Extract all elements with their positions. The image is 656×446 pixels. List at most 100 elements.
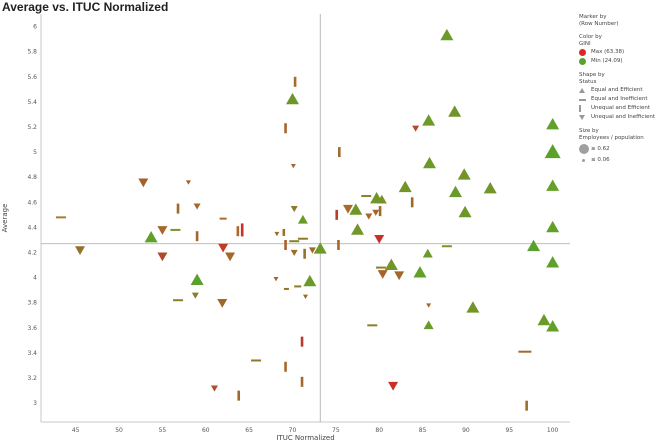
data-point-horizontal-bar[interactable] [219,217,227,220]
data-point-triangle-down[interactable] [75,246,86,256]
data-point-horizontal-bar[interactable] [441,245,452,248]
data-point-horizontal-bar[interactable] [294,285,302,288]
data-point-vertical-bar[interactable] [282,228,286,236]
data-point-triangle-down[interactable] [210,385,218,392]
data-point-triangle-up[interactable] [351,223,365,235]
data-point-triangle-up[interactable] [483,181,497,194]
data-point-triangle-down[interactable] [374,234,385,244]
data-point-triangle-up[interactable] [440,28,454,41]
data-point-triangle-down[interactable] [218,243,229,253]
data-point-vertical-bar[interactable] [176,203,180,214]
data-point-vertical-bar[interactable] [284,239,287,250]
data-point-triangle-down[interactable] [273,277,279,282]
y-tick-label: 3.6 [27,325,37,332]
legend-shape-item-unequal-efficient[interactable]: Unequal and Efficient [579,104,655,113]
data-point-triangle-up[interactable] [398,180,412,193]
data-point-triangle-down[interactable] [377,270,388,279]
data-point-vertical-bar[interactable] [410,197,414,208]
data-point-triangle-down[interactable] [185,180,191,185]
data-point-horizontal-bar[interactable] [170,228,181,231]
data-point-triangle-down[interactable] [191,292,199,299]
legend-shape-item-unequal-inefficient[interactable]: Unequal and Inefficient [579,113,655,122]
legend-color-min[interactable]: Min (24.09) [579,57,655,66]
data-point-triangle-up[interactable] [303,274,317,287]
data-point-triangle-down[interactable] [365,213,373,220]
data-point-triangle-up[interactable] [546,179,560,191]
data-point-vertical-bar[interactable] [337,239,340,250]
data-point-triangle-down[interactable] [426,303,432,308]
data-point-triangle-up[interactable] [457,168,471,180]
data-point-horizontal-bar[interactable] [518,350,532,353]
data-point-triangle-down[interactable] [394,271,405,281]
data-point-triangle-up[interactable] [546,256,560,268]
data-point-triangle-up[interactable] [537,313,551,326]
data-point-horizontal-bar[interactable] [283,287,289,290]
legend-color-max[interactable]: Max (63.38) [579,48,655,57]
data-point-horizontal-bar[interactable] [289,240,300,243]
legend-size-small[interactable]: ≤ 0.06 [579,156,655,165]
data-point-horizontal-bar[interactable] [251,359,262,362]
data-point-triangle-down[interactable] [342,204,353,214]
data-point-triangle-up[interactable] [423,156,437,169]
data-point-triangle-up[interactable] [413,266,427,278]
data-point-triangle-up[interactable] [546,117,560,130]
data-point-horizontal-bar[interactable] [297,237,308,240]
data-point-triangle-down[interactable] [412,125,420,132]
data-point-triangle-up[interactable] [546,320,560,332]
data-point-triangle-up[interactable] [527,239,541,252]
legend-shape-item-equal-efficient[interactable]: Equal and Efficient [579,86,655,95]
data-point-vertical-bar[interactable] [293,76,297,87]
data-point-vertical-bar[interactable] [525,400,528,411]
legend-size-large[interactable]: ≥ 0.62 [579,142,655,156]
data-point-triangle-up[interactable] [423,320,434,330]
data-point-horizontal-bar[interactable] [55,216,66,219]
data-point-triangle-up[interactable] [285,92,299,105]
data-point-triangle-up[interactable] [313,242,327,254]
data-point-horizontal-bar[interactable] [375,266,386,269]
data-point-vertical-bar[interactable] [237,390,241,401]
data-point-vertical-bar[interactable] [378,206,382,217]
data-point-triangle-down[interactable] [225,252,236,262]
data-point-vertical-bar[interactable] [335,209,339,220]
data-point-vertical-bar[interactable] [303,248,306,259]
data-point-vertical-bar[interactable] [300,376,304,387]
data-point-triangle-up[interactable] [190,273,204,286]
data-point-vertical-bar[interactable] [240,223,244,237]
data-point-triangle-up[interactable] [422,248,433,258]
data-point-triangle-up[interactable] [448,105,462,117]
data-point-triangle-down[interactable] [388,381,399,391]
data-point-triangle-down[interactable] [372,209,380,216]
data-point-triangle-up[interactable] [384,258,398,270]
data-point-triangle-up[interactable] [546,220,560,233]
data-point-triangle-up[interactable] [144,230,158,243]
data-point-triangle-down[interactable] [217,298,228,308]
data-point-triangle-down[interactable] [303,294,308,299]
data-point-triangle-down[interactable] [290,249,298,257]
data-point-triangle-down[interactable] [157,226,168,235]
data-point-vertical-bar[interactable] [195,231,199,242]
data-point-triangle-down[interactable] [193,203,201,210]
data-point-triangle-down[interactable] [157,252,168,262]
data-point-vertical-bar[interactable] [284,361,287,372]
data-point-triangle-down[interactable] [290,164,296,169]
data-point-triangle-up[interactable] [449,185,463,198]
data-point-vertical-bar[interactable] [300,336,304,347]
data-point-triangle-up[interactable] [297,214,308,224]
data-point-triangle-up[interactable] [544,144,561,159]
data-point-triangle-up[interactable] [376,194,387,204]
data-point-triangle-up[interactable] [349,203,363,215]
data-point-triangle-down[interactable] [274,231,280,237]
data-point-vertical-bar[interactable] [236,226,240,237]
data-point-triangle-up[interactable] [422,114,436,126]
data-point-triangle-down[interactable] [290,205,298,213]
legend-shape-item-equal-inefficient[interactable]: Equal and Inefficient [579,95,655,104]
data-point-horizontal-bar[interactable] [173,299,184,302]
data-point-triangle-up[interactable] [466,301,480,313]
data-point-triangle-down[interactable] [308,247,316,254]
data-point-triangle-down[interactable] [138,178,149,188]
data-point-vertical-bar[interactable] [284,123,287,134]
data-point-horizontal-bar[interactable] [361,195,372,198]
data-point-vertical-bar[interactable] [338,147,341,158]
data-point-horizontal-bar[interactable] [367,324,378,327]
data-point-triangle-up[interactable] [458,205,472,218]
